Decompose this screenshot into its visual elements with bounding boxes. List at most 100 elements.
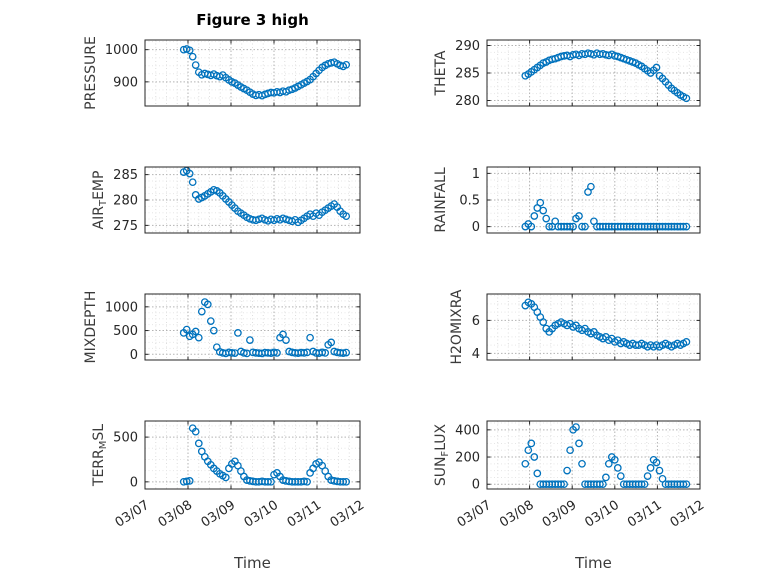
data-point [188,52,197,61]
x-axis-label-left: Time [234,554,271,572]
data-point [342,348,351,357]
data-point [303,477,311,486]
x-tick-label: 03/09 [199,498,239,531]
subplot-rainfall: 0 0.5 1 RAINFALL [433,166,701,235]
data-point [640,480,649,489]
subplot-terr_msl: 0 500 03/07 03/08 03/09 03/10 03/11 03/12 TERRMS… [91,420,368,531]
y-tick-label: 0 [472,220,480,235]
data-point [652,458,661,467]
data-point [327,338,336,347]
y-tick-label: 280 [113,194,138,209]
x-tick-label: 03/10 [242,498,282,531]
data-point [206,317,215,325]
data-point [637,480,646,489]
y-tick-label: 6 [472,314,480,329]
data-point [604,459,613,468]
data-point [300,477,308,486]
data-point [221,473,230,482]
data-point [197,307,206,316]
data-point [342,477,351,486]
data-point [203,300,212,309]
data-point [545,222,554,231]
y-tick-label: 400 [455,423,480,438]
y-axis-label: AIRTEMP [91,171,109,230]
data-point [185,477,194,485]
data-point [613,464,622,472]
data-point [602,473,610,482]
x-tick-label: 03/07 [455,498,495,531]
data-point [581,222,589,231]
data-point [521,459,530,468]
x-axis-label-right: Time [575,554,612,572]
data-point [530,453,539,461]
data-point [655,466,664,475]
data-point [300,349,308,357]
data-point [185,169,194,178]
x-tick-label: 03/09 [540,498,580,531]
y-axis-label: SUNFLUX [433,423,451,486]
data-point [542,214,551,223]
data-point [342,212,351,221]
data-point [679,480,688,489]
data-point [339,477,348,486]
figure-title: Figure 3 high [196,11,309,29]
y-tick-label: 0.5 [459,194,480,209]
subplot-h2omixra: 4 6 H2OMIXRA [449,289,701,365]
data-point [575,439,583,448]
data-point [321,349,330,357]
x-tick-label: 03/07 [113,498,153,531]
x-tick-label: 03/11 [285,498,325,531]
data-point [191,61,200,69]
y-tick-label: 500 [113,431,138,446]
data-point [539,206,548,215]
x-tick-label: 03/08 [156,498,196,531]
x-tick-label: 03/10 [582,498,622,531]
data-point [682,480,691,489]
data-point [533,469,542,478]
data-point [270,348,278,357]
y-tick-label: 200 [455,451,480,466]
data-point [282,336,290,344]
data-point [228,349,236,357]
data-point [279,330,287,339]
subplot-mixdepth: 0 500 1000 MIXDEPTH [83,291,361,364]
data-point [240,349,248,357]
data-point [652,63,661,72]
data-point [566,222,574,231]
data-point [191,427,200,436]
data-point [616,472,625,480]
data-point [527,439,536,448]
data-point [539,318,548,326]
y-tick-label: 290 [455,39,480,54]
y-tick-label: 275 [113,219,138,234]
y-tick-label: 1000 [105,300,138,315]
y-tick-label: 285 [455,67,480,82]
data-point [682,222,691,231]
data-point [267,477,275,486]
x-tick-label: 03/08 [497,498,537,531]
x-tick-label: 03/12 [668,498,708,531]
data-point [306,333,314,342]
data-point [569,222,577,231]
data-point [599,480,607,489]
data-point [264,477,272,486]
y-axis-label: RAINFALL [433,167,449,232]
data-point [342,60,351,69]
data-point [530,212,539,220]
y-tick-label: 0 [472,478,480,493]
data-point [273,349,281,357]
data-point [646,464,655,472]
data-point [575,212,583,220]
y-tick-label: 285 [113,168,138,183]
subplot-pressure: 900 1000 PRESSURE [83,36,361,110]
y-tick-label: 4 [472,347,480,362]
x-tick-label: 03/12 [328,498,368,531]
y-tick-label: 280 [455,94,480,109]
y-tick-label: 1 [472,167,480,182]
subplot-sun_flux: 0 200 400 03/07 03/08 03/09 03/10 03/11 03/12 SUN… [433,420,708,531]
data-point [682,338,691,346]
data-point [209,326,218,335]
y-axis-label: MIXDEPTH [83,291,99,364]
